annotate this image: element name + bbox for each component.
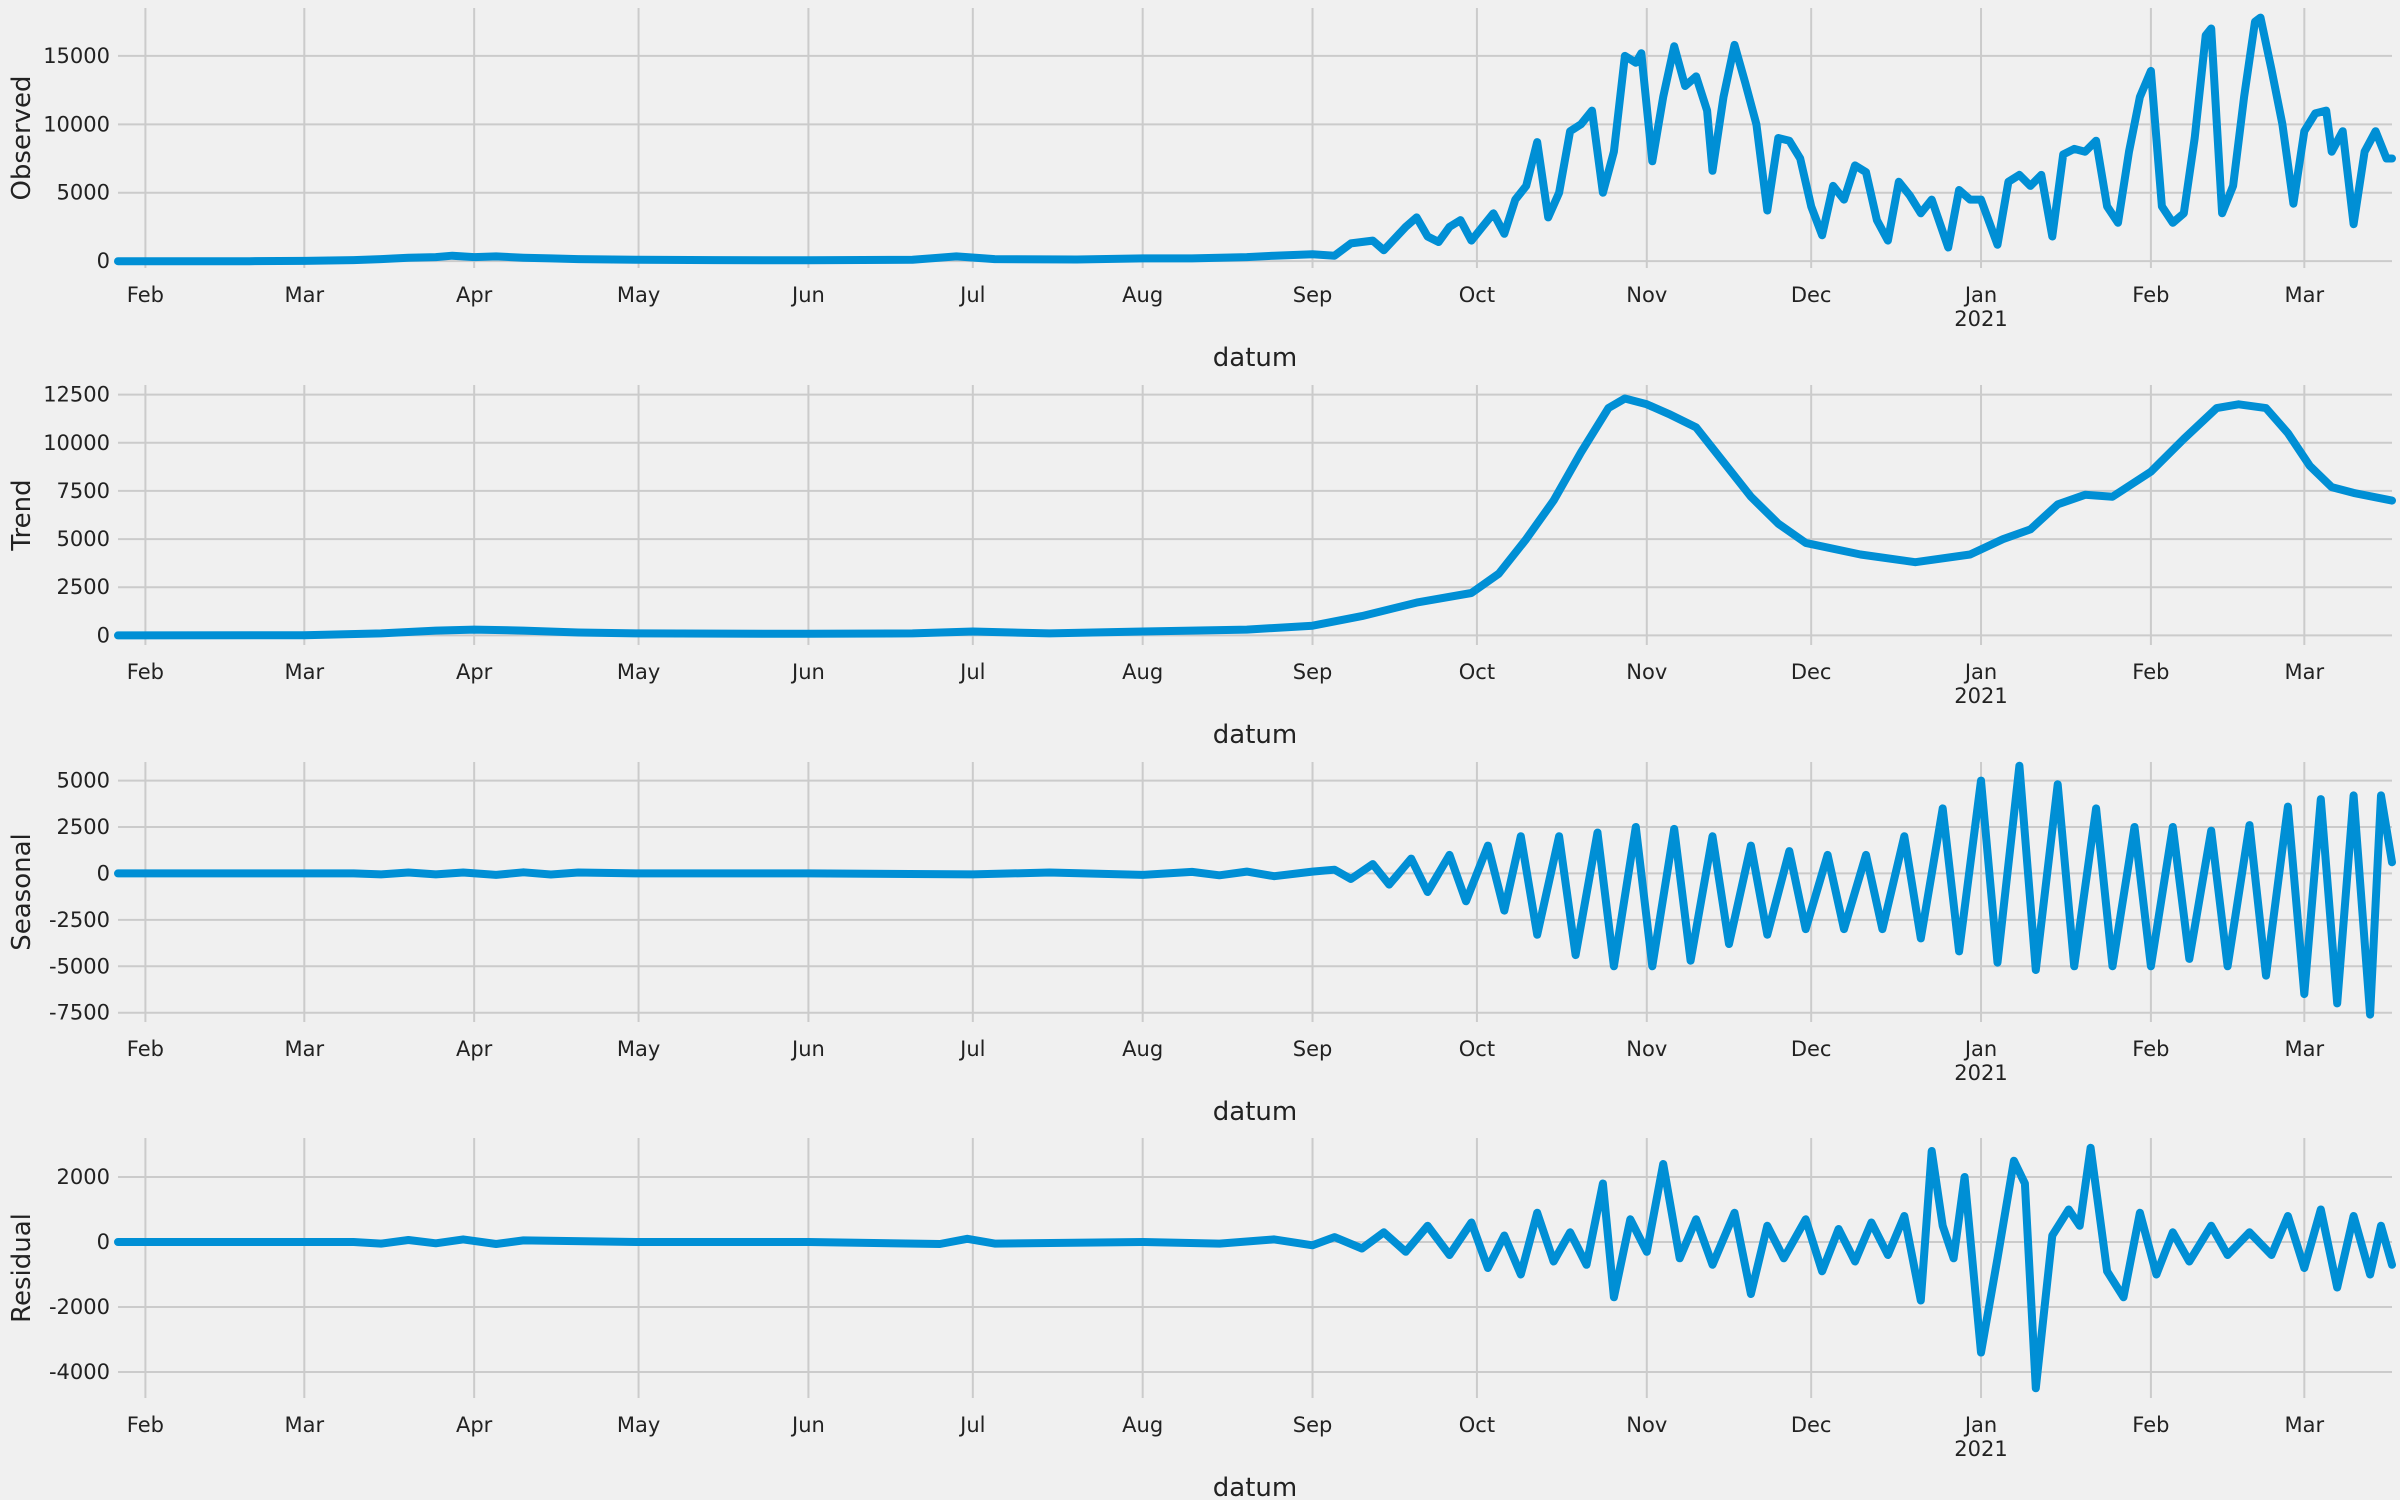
x-tick-label: Oct [1459,283,1495,307]
x-axis-label: datum [1213,1473,1297,1500]
x-tick-label: Feb [127,1413,164,1437]
y-tick-label: 7500 [57,479,110,503]
x-tick-label: Jan [1963,1413,1997,1437]
panel-trend: Feb Mar Apr May Jun Jul Aug Sep Oct Nov Dec Jan2021… [7,383,2396,750]
x-axis-label: datum [1213,343,1297,373]
x-tick-year-label: 2021 [1954,307,2007,331]
y-tick-label: -7500 [49,1001,110,1025]
x-tick-label: Mar [284,660,324,684]
x-tick-label: Mar [2285,1037,2325,1061]
x-tick-label: Apr [456,660,493,684]
x-tick-year-label: 2021 [1954,1437,2007,1461]
x-tick-label: May [617,1037,660,1061]
x-tick-label: Mar [2285,1413,2325,1437]
x-tick-label: Jun [790,1413,825,1437]
x-tick-label: Mar [2285,660,2325,684]
x-tick-label: Dec [1791,660,1832,684]
x-tick-label: Mar [284,283,324,307]
x-tick-label: Oct [1459,660,1495,684]
x-tick-label: Feb [2132,660,2169,684]
x-tick-label: Nov [1626,660,1667,684]
x-tick-label: Aug [1122,660,1163,684]
y-tick-label: 15000 [43,44,110,68]
x-tick-label: Jun [790,660,825,684]
x-tick-label: Sep [1293,660,1333,684]
y-tick-label: 0 [97,623,110,647]
x-tick-label: Jan [1963,1037,1997,1061]
y-tick-label: 10000 [43,431,110,455]
x-tick-label: May [617,660,660,684]
y-tick-label: -5000 [49,954,110,978]
y-tick-label: -2000 [49,1295,110,1319]
x-tick-label: Apr [456,1037,493,1061]
y-axis-label: Observed [7,75,37,200]
y-tick-label: -4000 [49,1360,110,1384]
series-line-trend [114,394,2396,640]
x-tick-label: Feb [2132,283,2169,307]
x-tick-label: Aug [1122,283,1163,307]
series-line-seasonal [114,761,2396,1019]
x-tick-label: May [617,1413,660,1437]
x-tick-label: Apr [456,1413,493,1437]
y-tick-label: -2500 [49,908,110,932]
x-tick-label: Sep [1293,1413,1333,1437]
x-tick-year-label: 2021 [1954,684,2007,708]
y-axis-label: Residual [7,1213,37,1323]
x-tick-label: Nov [1626,1413,1667,1437]
panel-residual: Feb Mar Apr May Jun Jul Aug Sep Oct Nov Dec Jan2021… [7,1138,2396,1500]
x-tick-label: Nov [1626,283,1667,307]
y-tick-label: 2000 [57,1165,110,1189]
y-tick-label: 2500 [57,575,110,599]
series-line-residual [114,1143,2396,1393]
x-tick-label: Sep [1293,1037,1333,1061]
x-tick-label: Jul [958,1413,985,1437]
y-tick-label: 5000 [57,769,110,793]
x-tick-label: Feb [2132,1037,2169,1061]
x-tick-year-label: 2021 [1954,1061,2007,1085]
x-tick-label: Feb [127,283,164,307]
y-tick-label: 2500 [57,815,110,839]
x-tick-label: Feb [127,1037,164,1061]
x-tick-label: Jun [790,283,825,307]
x-tick-label: Aug [1122,1413,1163,1437]
y-axis-label: Seasonal [7,833,37,951]
x-tick-label: Dec [1791,1037,1832,1061]
y-tick-label: 0 [97,249,110,273]
x-tick-label: May [617,283,660,307]
x-tick-label: Dec [1791,283,1832,307]
x-tick-label: Dec [1791,1413,1832,1437]
x-tick-label: Jun [790,1037,825,1061]
y-tick-label: 0 [97,1230,110,1254]
y-tick-label: 10000 [43,112,110,136]
x-tick-label: Feb [2132,1413,2169,1437]
x-tick-label: Mar [284,1037,324,1061]
x-axis-label: datum [1213,1097,1297,1127]
y-tick-label: 5000 [57,527,110,551]
x-tick-label: Jan [1963,660,1997,684]
x-tick-label: Mar [284,1413,324,1437]
x-tick-label: Nov [1626,1037,1667,1061]
y-tick-label: 5000 [57,181,110,205]
x-tick-label: Apr [456,283,493,307]
y-axis-label: Trend [7,479,37,551]
panel-observed: Feb Mar Apr May Jun Jul Aug Sep Oct Nov Dec Jan2021… [7,8,2396,373]
x-tick-label: Feb [127,660,164,684]
x-tick-label: Oct [1459,1037,1495,1061]
panel-seasonal: Feb Mar Apr May Jun Jul Aug Sep Oct Nov Dec Jan2021… [7,761,2396,1127]
x-tick-label: Jul [958,660,985,684]
x-tick-label: Jan [1963,283,1997,307]
x-axis-label: datum [1213,720,1297,750]
x-tick-label: Sep [1293,283,1333,307]
y-tick-label: 12500 [43,383,110,407]
x-tick-label: Aug [1122,1037,1163,1061]
x-tick-label: Jul [958,283,985,307]
series-line-observed [114,13,2396,266]
x-tick-label: Oct [1459,1413,1495,1437]
y-tick-label: 0 [97,861,110,885]
x-tick-label: Jul [958,1037,985,1061]
x-tick-label: Mar [2285,283,2325,307]
